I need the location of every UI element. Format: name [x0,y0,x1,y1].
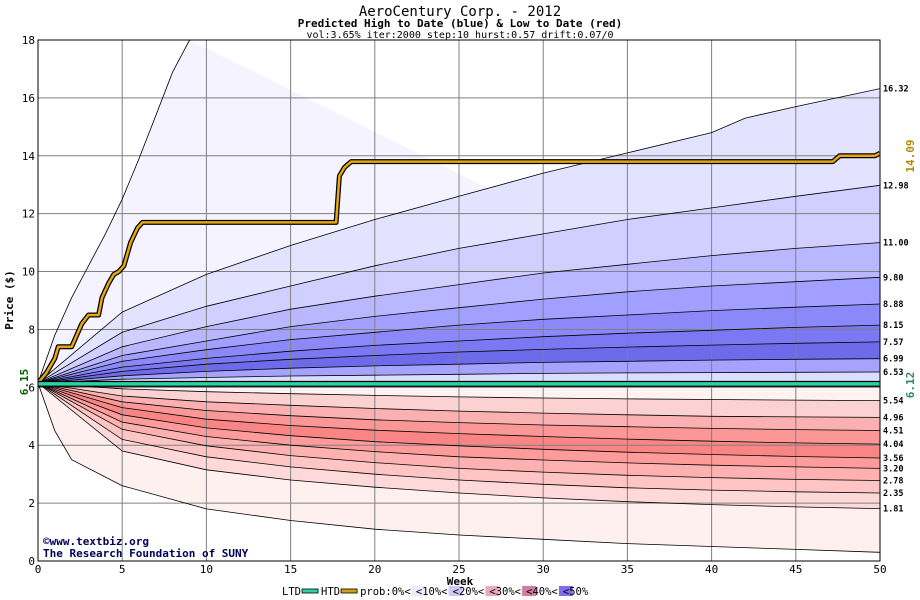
legend: LTD HTD prob:0%< <10%< <20%< <30%< <40%< <50% [282,586,589,598]
low-to-date-label: 6.12 [904,372,917,399]
lower-end-label: 4.51 [883,426,903,436]
legend-label: <40%< [526,586,558,598]
upper-end-label: 6.53 [883,368,903,378]
y-tick-label: 0 [28,555,35,568]
high-to-date-label: 14.09 [904,139,917,172]
legend-label: prob:0%< [360,586,411,598]
legend-swatch-box [485,586,500,596]
upper-curve-2 [38,88,880,384]
y-tick-label: 12 [22,208,35,221]
lower-curve-2 [38,382,880,418]
start-price-label: 6.15 [18,369,31,396]
lower-curve-8 [38,382,880,494]
x-tick-label: 0 [35,563,42,576]
y-tick-label: 8 [28,323,35,336]
legend-swatch-box [411,586,426,596]
lower-curve-1 [38,382,880,401]
upper-curve-1 [38,40,190,384]
lower-end-label: 2.35 [883,489,903,499]
upper-end-label: 9.80 [883,273,903,283]
upper-end-label: 8.88 [883,300,903,310]
lower-curve-9 [38,382,880,509]
x-tick-label: 15 [284,563,297,576]
plot-area: 0 5 10 15 20 25 30 35 40 45 50 0 2 4 6 8 10 12 14 16 18 16.32… [22,34,909,576]
lower-curve-4 [38,382,880,445]
upper-curve-9 [38,358,880,384]
y-tick-label: 16 [22,92,35,105]
lower-curve-5 [38,382,880,459]
legend-swatch-box [448,586,463,596]
lower-curve-10 [38,382,880,553]
lower-end-label: 2.78 [883,477,903,487]
credit-line-1: ©www.textbiz.org [43,535,149,548]
x-tick-label: 50 [873,563,886,576]
lower-end-label: 3.20 [883,464,903,474]
upper-curve-8 [38,341,880,384]
y-tick-label: 4 [28,439,35,452]
chart-subtitle: Predicted High to Date (blue) & Low to D… [298,17,623,30]
lower-end-label: 4.96 [883,413,903,423]
upper-curve-3 [38,184,880,384]
lower-curve-6 [38,382,880,469]
lower-end-label: 1.81 [883,505,903,515]
y-tick-label: 18 [22,34,35,47]
lower-end-label: 5.54 [883,397,903,407]
x-tick-label: 35 [621,563,634,576]
upper-end-label: 7.57 [883,338,903,348]
copyright-icon: © [43,535,50,548]
legend-swatch-box [522,586,537,596]
upper-curve-6 [38,303,880,384]
x-tick-label: 30 [537,563,550,576]
x-tick-label: 10 [200,563,213,576]
legend-swatch-line [301,588,319,594]
upper-end-label: 8.15 [883,321,903,331]
y-tick-label: 2 [28,497,35,510]
x-tick-label: 20 [368,563,381,576]
legend-label: <50% [563,586,589,598]
upper-end-label: 11.00 [883,239,909,249]
legend-swatch-box [558,586,573,596]
band-boundaries [38,40,880,553]
x-tick-label: 40 [705,563,718,576]
legend-label: <20%< [453,586,485,598]
upper-curve-7 [38,324,880,384]
legend-label: <30%< [489,586,521,598]
chart-title: AeroCentury Corp. - 2012 [359,4,561,20]
lower-end-label: 4.04 [883,440,903,450]
legend-label: <10%< [416,586,448,598]
legend-label: LTD [282,586,301,598]
x-axis-label: Week [447,575,474,588]
chart-params: vol:3.65% iter:2000 step:10 hurst:0.57 d… [306,30,613,41]
upper-curve-5 [38,276,880,384]
credit-line-2: The Research Foundation of SUNY [43,547,249,560]
upper-end-label: 16.32 [883,85,909,95]
upper-curve-4 [38,242,880,384]
upper-curve-10 [38,371,880,384]
plot-border [37,39,881,562]
upper-end-label: 6.99 [883,355,903,365]
legend-label: HTD [321,586,340,598]
x-tick-label: 45 [789,563,802,576]
band-end-labels: 16.32 12.98 11.00 9.80 8.88 8.15 7.57 6.99 6.53 5… [883,85,909,515]
htd-line [38,152,880,384]
upper-end-label: 12.98 [883,181,909,191]
x-tick-label: 5 [119,563,126,576]
x-tick-label: 25 [452,563,465,576]
lower-curve-3 [38,382,880,431]
y-axis-label: Price ($) [3,270,16,330]
y-tick-label: 10 [22,266,35,279]
y-tick-label: 14 [22,150,36,163]
lower-end-label: 3.56 [883,454,903,464]
lower-curve-7 [38,382,880,481]
legend-swatch-line [340,588,358,594]
y-tick-label: 6 [28,381,35,394]
